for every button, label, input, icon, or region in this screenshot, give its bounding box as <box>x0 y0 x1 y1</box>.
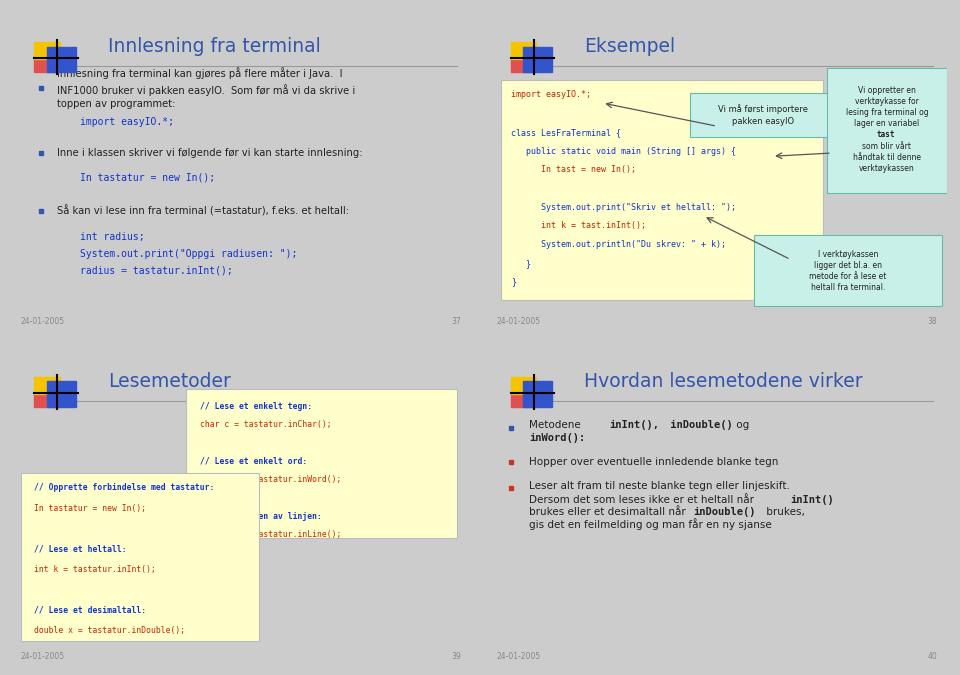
Text: 38: 38 <box>927 317 937 326</box>
Bar <box>523 381 552 407</box>
Text: Vi må først importere
pakken easyIO: Vi må først importere pakken easyIO <box>718 105 808 126</box>
Text: inDouble(): inDouble() <box>664 420 733 430</box>
Text: 40: 40 <box>927 652 937 661</box>
Text: radius = tastatur.inInt();: radius = tastatur.inInt(); <box>81 265 233 275</box>
Text: 24-01-2005: 24-01-2005 <box>497 317 541 326</box>
Text: // Lese et desimaltall:: // Lese et desimaltall: <box>35 605 147 614</box>
Bar <box>35 377 60 394</box>
Text: tast: tast <box>876 130 895 139</box>
Text: 24-01-2005: 24-01-2005 <box>21 317 65 326</box>
Text: I verktøykassen
ligger det bl.a. en
metode for å lese et
heltall fra terminal.: I verktøykassen ligger det bl.a. en meto… <box>809 250 887 292</box>
Text: inWord():: inWord(): <box>529 433 586 443</box>
Text: int k = tast.inInt();: int k = tast.inInt(); <box>511 221 646 230</box>
Text: inInt(): inInt() <box>790 495 834 505</box>
Bar <box>511 391 536 407</box>
Text: import easyIO.*;: import easyIO.*; <box>81 117 175 128</box>
FancyBboxPatch shape <box>501 80 823 300</box>
Text: String s = tastatur.inWord();: String s = tastatur.inWord(); <box>200 475 341 484</box>
FancyBboxPatch shape <box>21 473 259 641</box>
Text: // Opprette forbindelse med tastatur:: // Opprette forbindelse med tastatur: <box>35 483 215 492</box>
Text: Hopper over eventuelle innledende blanke tegn: Hopper over eventuelle innledende blanke… <box>529 457 779 467</box>
Text: In tastatur = new In();: In tastatur = new In(); <box>35 504 147 512</box>
Bar <box>47 381 76 407</box>
Text: double x = tastatur.inDouble();: double x = tastatur.inDouble(); <box>35 626 185 634</box>
Text: }: } <box>511 277 516 287</box>
Text: Lesemetoder: Lesemetoder <box>108 372 230 391</box>
Bar <box>511 377 536 394</box>
Bar <box>511 56 536 72</box>
Text: inDouble(): inDouble() <box>693 507 756 517</box>
Text: class LesFraTerminal {: class LesFraTerminal { <box>511 128 620 137</box>
Text: System.out.println("Du skrev: " + k);: System.out.println("Du skrev: " + k); <box>511 240 726 249</box>
Bar <box>35 56 60 72</box>
Text: int radius;: int radius; <box>81 232 145 242</box>
Text: In tastatur = new In();: In tastatur = new In(); <box>81 172 215 182</box>
Text: import easyIO.*;: import easyIO.*; <box>511 90 590 99</box>
Bar <box>35 42 60 59</box>
Text: Innlesning fra terminal kan gjøres på flere måter i Java.  I
INF1000 bruker vi p: Innlesning fra terminal kan gjøres på fl… <box>58 68 355 109</box>
Text: inInt(),: inInt(), <box>610 420 660 430</box>
Text: System.out.print("Skriv et heltall: ");: System.out.print("Skriv et heltall: "); <box>511 202 735 212</box>
Text: }: } <box>511 259 531 268</box>
FancyBboxPatch shape <box>689 93 836 137</box>
Text: // Lese et enkelt tegn:: // Lese et enkelt tegn: <box>200 402 312 410</box>
Text: 24-01-2005: 24-01-2005 <box>21 652 65 661</box>
Bar <box>523 47 552 72</box>
Text: brukes eller et desimaltall når: brukes eller et desimaltall når <box>529 507 689 517</box>
Text: Så kan vi lese inn fra terminal (=tastatur), f.eks. et heltall:: Så kan vi lese inn fra terminal (=tastat… <box>58 205 349 217</box>
Text: gis det en feilmelding og man får en ny sjanse: gis det en feilmelding og man får en ny … <box>529 518 772 531</box>
Text: Innlesning fra terminal: Innlesning fra terminal <box>108 37 321 56</box>
FancyBboxPatch shape <box>754 236 942 306</box>
Text: 37: 37 <box>451 317 461 326</box>
Text: Inne i klassen skriver vi følgende før vi kan starte innlesning:: Inne i klassen skriver vi følgende før v… <box>58 148 363 158</box>
Text: brukes,: brukes, <box>763 507 804 517</box>
Text: char c = tastatur.inChar();: char c = tastatur.inChar(); <box>200 420 331 429</box>
Text: og: og <box>733 420 750 430</box>
Text: 24-01-2005: 24-01-2005 <box>497 652 541 661</box>
Bar <box>511 42 536 59</box>
Text: // Lese et heltall:: // Lese et heltall: <box>35 544 127 554</box>
Text: Dersom det som leses ikke er et heltall når: Dersom det som leses ikke er et heltall … <box>529 495 757 505</box>
FancyBboxPatch shape <box>186 389 457 538</box>
Text: Vi oppretter en
verktøykasse for
lesing fra terminal og
lager en variabel

som b: Vi oppretter en verktøykasse for lesing … <box>846 86 928 173</box>
Text: System.out.print("Oppgi radiusen: ");: System.out.print("Oppgi radiusen: "); <box>81 248 298 259</box>
Text: Metodene: Metodene <box>529 420 584 430</box>
Bar <box>47 47 76 72</box>
Text: String s = tastatur.inLine();: String s = tastatur.inLine(); <box>200 531 341 539</box>
Bar <box>35 391 60 407</box>
Text: Eksempel: Eksempel <box>584 37 675 56</box>
Text: public static void main (String [] args) {: public static void main (String [] args)… <box>511 146 735 156</box>
Text: In tast = new In();: In tast = new In(); <box>511 165 636 174</box>
Text: int k = tastatur.inInt();: int k = tastatur.inInt(); <box>35 564 156 574</box>
Text: // Lese resten av linjen:: // Lese resten av linjen: <box>200 512 322 521</box>
Text: 39: 39 <box>451 652 461 661</box>
Text: Leser alt fram til neste blanke tegn eller linjeskift.: Leser alt fram til neste blanke tegn ell… <box>529 481 790 491</box>
Text: Hvordan lesemetodene virker: Hvordan lesemetodene virker <box>584 372 863 391</box>
Text: // Lese et enkelt ord:: // Lese et enkelt ord: <box>200 457 307 466</box>
FancyBboxPatch shape <box>828 68 947 193</box>
